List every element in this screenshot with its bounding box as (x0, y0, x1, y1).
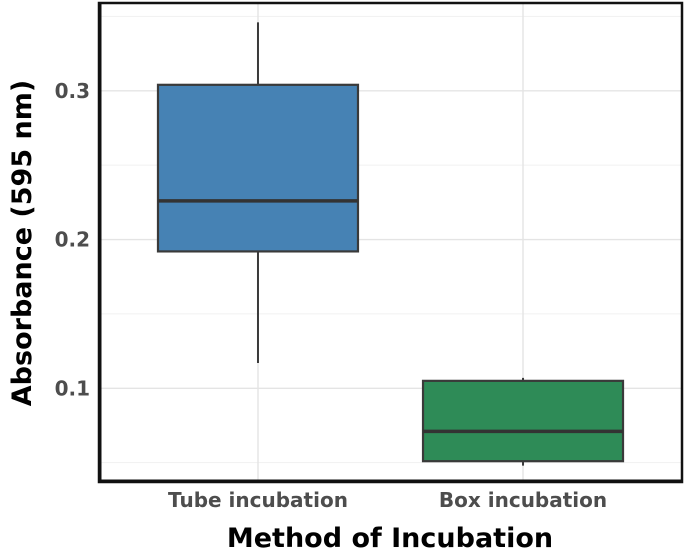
y-tick-label-0.1: 0.1 (55, 376, 90, 400)
box-incubation-box (421, 379, 625, 463)
y-tick-label-0.2: 0.2 (55, 228, 90, 252)
y-axis-tick-labels: 0.1 0.2 0.3 (55, 79, 90, 401)
panel-border (97, 1, 684, 484)
y-axis-title: Absorbance (595 nm) (7, 80, 38, 406)
x-category-label-tube-incubation: Tube incubation (168, 488, 348, 512)
tube-incubation-box (156, 83, 360, 253)
x-axis-title: Method of Incubation (227, 523, 553, 554)
y-tick-label-0.3: 0.3 (55, 79, 90, 103)
x-axis-category-labels: Tube incubation Box incubation (168, 488, 607, 512)
boxplot-boxes (156, 22, 625, 466)
x-category-label-box-incubation: Box incubation (439, 488, 607, 512)
